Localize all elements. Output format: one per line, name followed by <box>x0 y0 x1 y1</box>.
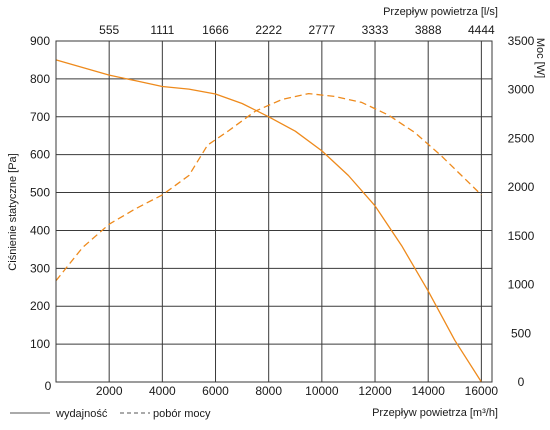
y-tick-label: 500 <box>30 186 50 200</box>
x-tick-label: 2000 <box>96 384 123 398</box>
y2-tick-label: 3500 <box>508 34 535 48</box>
x-tick-label: 12000 <box>358 384 392 398</box>
y-tick-label: 800 <box>30 72 50 86</box>
y-tick-label: 700 <box>30 110 50 124</box>
x2-tick-label: 2777 <box>309 23 336 37</box>
y2-tick-label: 1000 <box>508 278 535 292</box>
y-tick-label: 900 <box>30 34 50 48</box>
y2-tick-label: 1500 <box>508 229 535 243</box>
series-line-power <box>55 92 482 282</box>
x2-tick-label: 2222 <box>255 23 282 37</box>
y-tick-label: 600 <box>30 148 50 162</box>
y-tick-label: 100 <box>30 337 50 351</box>
x-tick-label: 10000 <box>305 384 339 398</box>
grid <box>56 41 492 382</box>
x-tick-label: 8000 <box>255 384 282 398</box>
y-tick-label: 300 <box>30 261 50 275</box>
y-axis-label: Ciśnienie statyczne [Pa] <box>7 153 19 270</box>
top-axis-label: Przepływ powietrza [l/s] <box>383 6 498 18</box>
y2-tick-label: 2000 <box>508 180 535 194</box>
y2-tick-label: 0 <box>518 375 525 389</box>
y2-axis-label: Moc [W] <box>534 38 546 78</box>
series-line-pressure <box>55 59 482 383</box>
tick-labels: 2000555400011116000166680002222100002777… <box>30 23 535 398</box>
legend-label-wydajnosc: wydajność <box>55 408 108 420</box>
x2-tick-label: 3888 <box>415 23 442 37</box>
y-tick-label: 200 <box>30 299 50 313</box>
y2-tick-label: 2500 <box>508 131 535 145</box>
x-tick-label: 16000 <box>465 384 499 398</box>
x-tick-label: 6000 <box>202 384 229 398</box>
x2-tick-label: 4444 <box>468 23 495 37</box>
x2-tick-label: 1111 <box>150 23 174 37</box>
legend-label-pobor-mocy: pobór mocy <box>153 408 211 420</box>
x-tick-label: 0 <box>45 379 52 393</box>
plot-frame <box>55 40 493 383</box>
x2-tick-label: 555 <box>99 23 119 37</box>
legend: wydajność pobór mocy <box>10 408 211 420</box>
x-axis-label: Przepływ powietrza [m³/h] <box>372 407 498 419</box>
series-lines <box>55 59 482 383</box>
x-tick-label: 4000 <box>149 384 176 398</box>
x2-tick-label: 1666 <box>202 23 229 37</box>
y2-tick-label: 3000 <box>508 83 535 97</box>
x-tick-label: 14000 <box>412 384 446 398</box>
x2-tick-label: 3333 <box>362 23 389 37</box>
y2-tick-label: 500 <box>511 326 531 340</box>
y-tick-label: 400 <box>30 223 50 237</box>
